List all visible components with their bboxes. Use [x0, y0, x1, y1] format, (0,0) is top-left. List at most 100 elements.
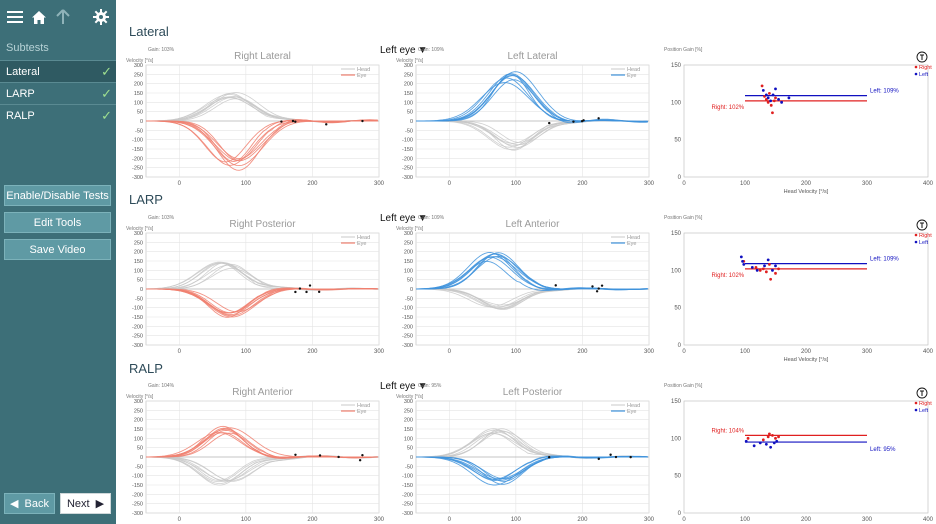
gain-plot-area — [683, 400, 929, 514]
impulse-end-marker — [597, 117, 600, 120]
gain-point-left — [769, 445, 773, 449]
y-tick-label: -200 — [402, 156, 413, 162]
y-tick-label: -250 — [402, 502, 413, 508]
y-tick-label: -300 — [402, 343, 413, 349]
back-button[interactable]: ◀ Back — [4, 493, 55, 514]
subtest-item-larp[interactable]: LARP ✓ — [0, 82, 116, 104]
gain-y-tick-label: 150 — [671, 399, 682, 405]
next-button[interactable]: Next ▶ — [60, 493, 111, 514]
gain-point-right — [766, 100, 770, 104]
y-tick-label: 0 — [410, 455, 413, 461]
gain-point-right — [774, 271, 777, 275]
impulse-end-marker — [609, 453, 612, 456]
right-gain-label: Right: 104% — [711, 428, 744, 434]
menu-icon[interactable] — [6, 8, 24, 26]
y-tick-label: 300 — [134, 399, 143, 405]
impulse-end-marker — [291, 119, 295, 123]
gain-point-left — [769, 99, 773, 103]
dropdown-triangle-icon: ▼ — [417, 381, 428, 392]
y-tick-label: 150 — [404, 427, 413, 433]
impulse-end-marker — [548, 456, 551, 459]
gain-y-tick-label: 100 — [671, 268, 682, 274]
x-tick-label: 0 — [178, 181, 182, 187]
section-title-larp: LARP — [129, 192, 163, 207]
subtest-item-lateral[interactable]: Lateral ✓ — [0, 60, 116, 82]
gain-point-right — [769, 103, 773, 107]
gain-y-tick-label: 50 — [674, 138, 681, 144]
gain-x-tick-label: 400 — [923, 517, 934, 523]
eye-select-value: Left eye — [380, 381, 416, 392]
x-tick-label: 100 — [241, 349, 252, 355]
gain-x-tick-label: 0 — [682, 517, 686, 523]
gain-x-tick-label: 300 — [862, 181, 873, 187]
gain-x-tick-label: 300 — [862, 517, 873, 523]
x-tick-label: 200 — [577, 181, 588, 187]
velocity-chart-title: Right Lateral — [234, 51, 291, 62]
subtest-label: Lateral — [6, 65, 40, 78]
save-video-button[interactable]: Save Video — [4, 239, 111, 260]
y-tick-label: 250 — [404, 72, 413, 78]
gain-readout: Gain: 104% — [148, 383, 175, 389]
gain-point-left — [766, 96, 770, 100]
charts-canvas: Right Lateral Gain: 103% Velocity [°/s] 0 10… — [126, 47, 934, 523]
gain-point-left — [764, 442, 768, 446]
checkmark-icon: ✓ — [101, 107, 112, 123]
gain-y-axis-label: Position Gain [%] — [664, 47, 703, 53]
legend-head-label: Head — [627, 235, 640, 241]
y-tick-label: -150 — [402, 315, 413, 321]
subtest-label: RALP — [6, 109, 35, 122]
y-axis-label: Velocity [°/s] — [396, 226, 424, 232]
y-tick-label: -200 — [402, 492, 413, 498]
gain-readout: Gain: 95% — [418, 383, 442, 389]
x-tick-label: 0 — [448, 349, 452, 355]
gain-point-left — [766, 258, 770, 262]
x-tick-label: 200 — [577, 349, 588, 355]
y-tick-label: 100 — [404, 268, 413, 274]
gain-plot-area — [683, 64, 929, 178]
home-icon[interactable] — [30, 8, 48, 26]
legend-left-label: Left — [919, 240, 929, 246]
eye-select-value: Left eye — [380, 45, 416, 56]
gain-x-tick-label: 400 — [923, 181, 934, 187]
y-tick-label: 150 — [404, 91, 413, 97]
x-tick-label: 100 — [511, 349, 522, 355]
gain-point-right — [768, 91, 771, 95]
impulse-end-marker — [305, 290, 308, 294]
eye-select-larp[interactable]: Left eye ▼ — [380, 213, 428, 224]
edit-tools-button[interactable]: Edit Tools — [4, 212, 111, 233]
left-gain-label: Left: 109% — [870, 89, 899, 95]
x-tick-label: 0 — [178, 349, 182, 355]
subtest-item-ralp[interactable]: RALP ✓ — [0, 104, 116, 126]
legend-left-marker — [914, 408, 918, 412]
y-tick-label: 0 — [140, 455, 143, 461]
y-axis-label: Velocity [°/s] — [126, 226, 154, 232]
subtests-heading: Subtests — [6, 42, 49, 54]
impulse-end-marker — [591, 285, 594, 288]
y-tick-label: 100 — [404, 100, 413, 106]
y-tick-label: 100 — [134, 436, 143, 442]
trace-eye — [416, 73, 648, 122]
gain-point-left — [774, 264, 777, 268]
gain-x-tick-label: 200 — [801, 517, 812, 523]
gear-icon[interactable] — [92, 8, 110, 26]
eye-select-ralp[interactable]: Left eye ▼ — [380, 381, 428, 392]
gain-x-tick-label: 400 — [923, 349, 934, 355]
gain-point-right — [774, 96, 777, 100]
y-tick-label: -150 — [402, 483, 413, 489]
x-tick-label: 100 — [511, 181, 522, 187]
enable-disable-tests-button[interactable]: Enable/Disable Tests — [4, 185, 111, 206]
gain-point-right — [761, 438, 765, 442]
gain-point-left — [741, 259, 744, 263]
arrow-up-icon[interactable] — [54, 8, 72, 26]
y-tick-label: 250 — [404, 408, 413, 414]
gain-y-tick-label: 150 — [671, 231, 682, 237]
legend-eye-label: Eye — [627, 73, 636, 79]
gain-point-right — [771, 433, 774, 437]
eye-select-lateral[interactable]: Left eye ▼ — [380, 45, 428, 56]
gain-x-tick-label: 0 — [682, 349, 686, 355]
trace-eye — [416, 252, 648, 291]
impulse-end-marker — [361, 453, 364, 457]
impulse-end-marker — [554, 284, 557, 287]
gain-point-right — [766, 435, 770, 439]
trace-eye — [416, 455, 648, 480]
